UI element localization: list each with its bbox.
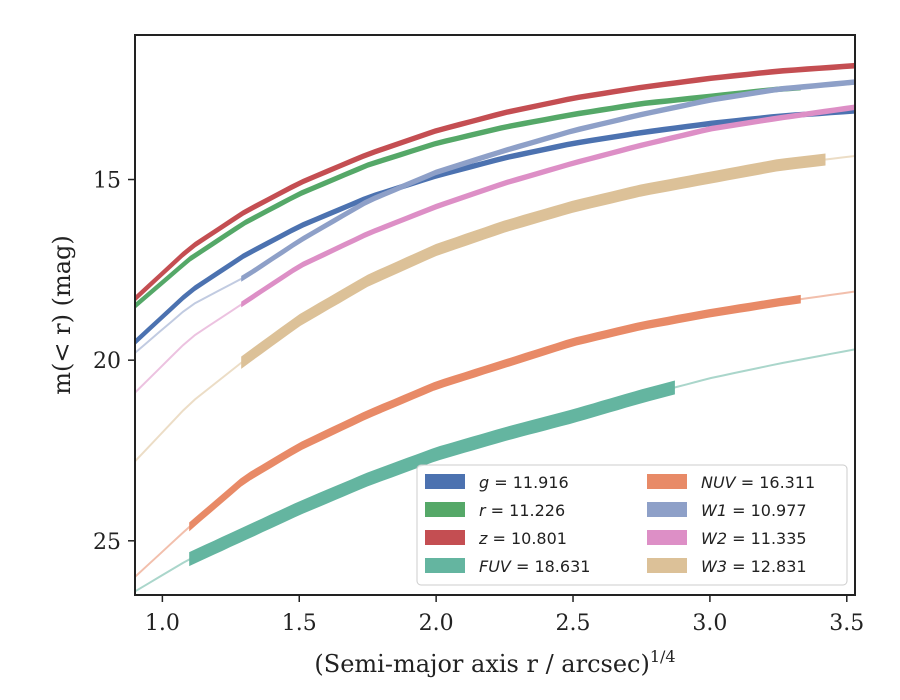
x-axis-title-superscript: 1/4 (650, 647, 676, 666)
legend-label-w2: W2 = 11.335 (701, 529, 807, 548)
series-fuv (135, 348, 855, 593)
legend-label-r: r = 11.226 (479, 501, 565, 520)
series-w3-band (241, 153, 826, 369)
y-tick-label: 20 (93, 349, 121, 374)
legend-swatch-w2 (647, 530, 687, 545)
y-axis-title: m(< r) (mag) (48, 235, 76, 394)
x-axis-title: (Semi-major axis r / arcsec)1/4 (314, 647, 675, 678)
legend-label-w3: W3 = 12.831 (701, 557, 807, 576)
y-tick-label: 15 (93, 169, 121, 194)
x-tick-label: 3.5 (829, 611, 864, 636)
legend: g = 11.916 r = 11.226 z = 10.801 FUV = 18.6… (416, 464, 848, 586)
plot-frame (134, 34, 856, 596)
series-z-band (135, 62, 855, 302)
legend-label-z: z = 10.801 (478, 529, 567, 548)
legend-swatch-fuv (425, 558, 465, 573)
series-nuv (135, 290, 855, 578)
x-axis-title-text: (Semi-major axis r / arcsec) (314, 650, 649, 678)
series-w2-band (241, 104, 855, 308)
x-tick-label: 1.5 (282, 611, 317, 636)
legend-label-nuv: NUV = 16.311 (701, 473, 815, 492)
y-tick-label: 25 (93, 530, 121, 555)
series-nuv-band (189, 294, 801, 532)
series-w3 (135, 153, 855, 462)
x-tick-label: 1.0 (145, 611, 180, 636)
legend-swatch-z (425, 530, 465, 545)
x-tick-label: 2.5 (556, 611, 591, 636)
legend-swatch-w3 (647, 558, 687, 573)
ticks-layer: 1.0 1.5 2.0 2.5 3.0 3.5 15 20 25 (93, 169, 864, 636)
series-fuv-band (189, 380, 675, 567)
legend-swatch-r (425, 502, 465, 517)
series-z (135, 62, 855, 302)
series-layer (135, 62, 855, 593)
x-tick-label: 2.0 (419, 611, 454, 636)
legend-label-w1: W1 = 10.977 (701, 501, 807, 520)
x-tick-label: 3.0 (692, 611, 727, 636)
series-w1-band (241, 79, 855, 282)
legend-swatch-g (425, 474, 465, 489)
legend-box (416, 464, 848, 586)
series-w1 (135, 79, 855, 354)
legend-swatch-w1 (647, 502, 687, 517)
legend-label-fuv: FUV = 18.631 (479, 557, 590, 576)
series-w2 (135, 104, 855, 394)
legend-label-g: g = 11.916 (479, 473, 569, 492)
legend-swatch-nuv (647, 474, 687, 489)
